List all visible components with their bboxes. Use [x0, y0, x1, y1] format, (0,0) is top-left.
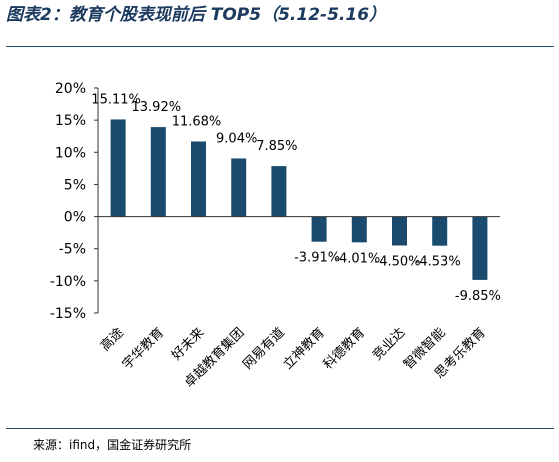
- y-tick-label: 20%: [55, 81, 86, 97]
- source-note: 来源：ifind，国金证券研究所: [33, 438, 192, 452]
- y-tick-label: 10%: [55, 145, 86, 161]
- bar: [432, 216, 448, 246]
- data-label: 15.11%: [91, 92, 141, 107]
- data-label: -9.85%: [455, 289, 501, 304]
- category-label: 立神教育: [280, 325, 328, 373]
- data-label: -4.01%: [334, 251, 380, 266]
- data-label: 11.68%: [172, 114, 222, 129]
- category-label: 高途: [97, 325, 127, 355]
- y-tick-label: 0%: [64, 210, 86, 226]
- category-label: 网易有道: [240, 325, 287, 372]
- bottom-divider: [6, 428, 554, 429]
- bar: [392, 216, 407, 246]
- data-label: 7.85%: [256, 139, 297, 154]
- y-tick-label: 15%: [55, 113, 86, 129]
- category-label: 竞业达: [369, 325, 408, 364]
- y-tick-label: 5%: [64, 177, 86, 193]
- data-label: -4.53%: [415, 255, 461, 270]
- y-tick-label: -5%: [59, 242, 86, 258]
- data-label: -3.91%: [294, 251, 340, 266]
- data-label: 9.04%: [216, 131, 257, 146]
- y-tick-label: -10%: [50, 274, 86, 290]
- y-tick-label: -15%: [50, 306, 86, 322]
- bar: [351, 216, 367, 243]
- category-label: 宇华教育: [119, 325, 167, 373]
- bar: [150, 127, 166, 217]
- bar: [271, 166, 287, 217]
- top-divider: [6, 46, 554, 47]
- category-label: 科德教育: [320, 325, 368, 373]
- bar: [472, 216, 488, 280]
- data-label: 13.92%: [132, 100, 182, 115]
- chart-title: 图表2：教育个股表现前后 TOP5（5.12-5.16）: [6, 5, 387, 25]
- category-label: 好未来: [169, 325, 207, 363]
- bar: [110, 119, 126, 217]
- bar: [231, 158, 247, 217]
- bar: [311, 216, 327, 242]
- data-label: -4.50%: [375, 255, 421, 270]
- bar: [191, 141, 206, 217]
